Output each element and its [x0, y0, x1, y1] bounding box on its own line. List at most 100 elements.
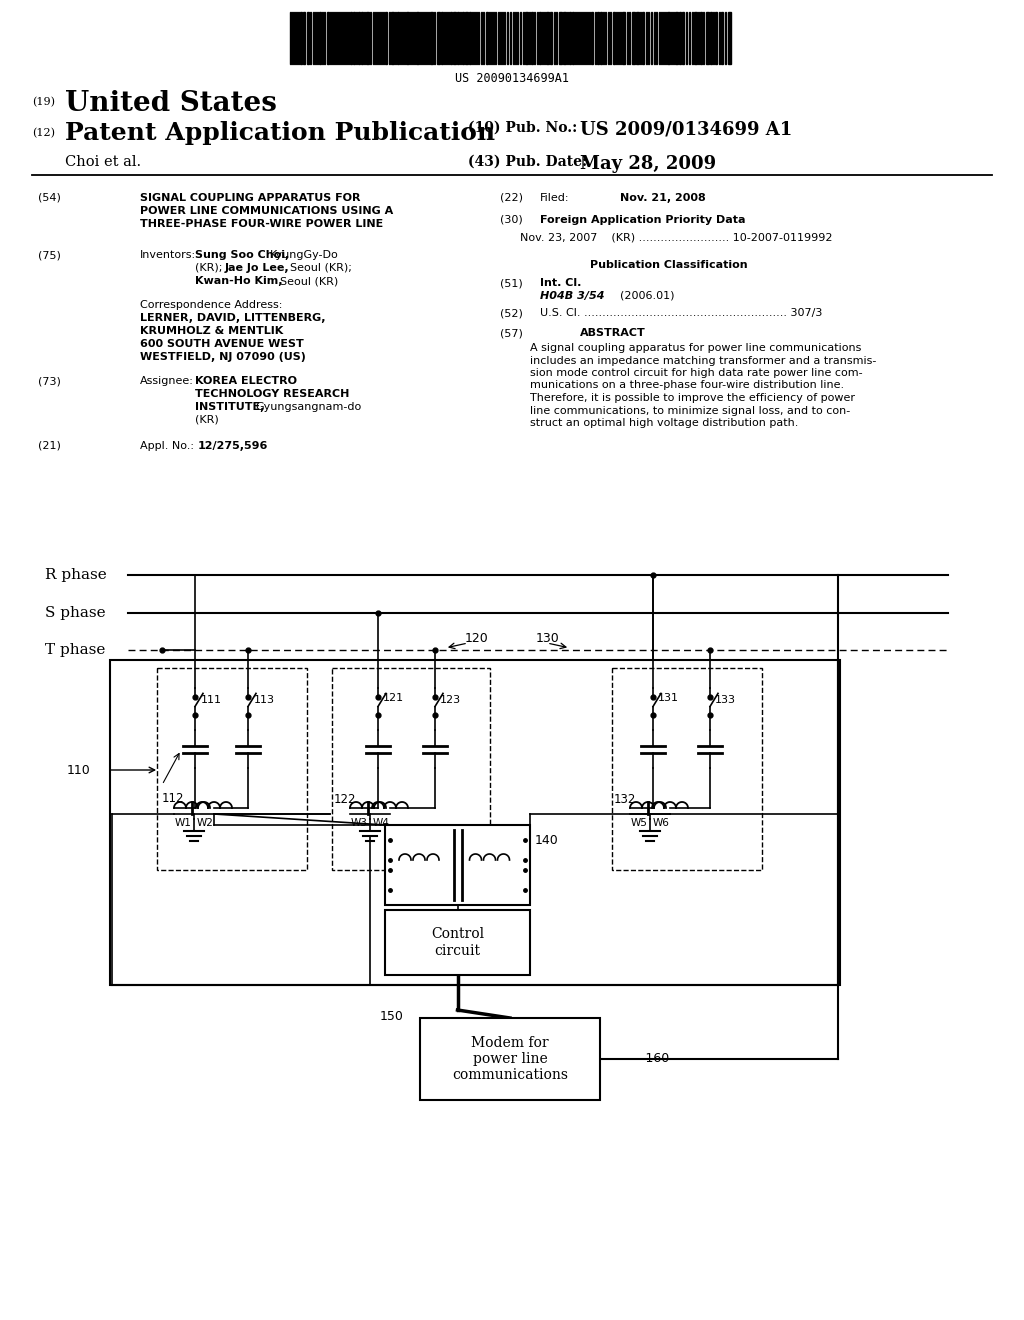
Text: (54): (54) [38, 193, 60, 203]
Text: Sung Soo Choi,: Sung Soo Choi, [195, 249, 289, 260]
Bar [420, 1018, 600, 1100]
Bar [385, 909, 530, 975]
Bar [600, 12, 602, 63]
Text: 130: 130 [536, 631, 560, 644]
Text: Control
circuit: Control circuit [431, 928, 484, 957]
Text: (73): (73) [38, 376, 60, 385]
Bar [157, 668, 307, 870]
Text: (21): (21) [38, 441, 60, 451]
Bar [721, 12, 723, 63]
Text: (10) Pub. No.:: (10) Pub. No.: [468, 121, 578, 135]
Bar [469, 12, 471, 63]
Text: Int. Cl.: Int. Cl. [540, 279, 582, 288]
Text: 121: 121 [383, 693, 404, 704]
Bar [453, 12, 456, 63]
Text: Seoul (KR): Seoul (KR) [280, 276, 338, 286]
Text: S phase: S phase [45, 606, 105, 620]
Bar [397, 12, 399, 63]
Text: (2006.01): (2006.01) [620, 290, 675, 301]
Bar [563, 12, 566, 63]
Text: 113: 113 [254, 696, 275, 705]
Text: line communications, to minimize signal loss, and to con-: line communications, to minimize signal … [530, 405, 850, 416]
Bar [636, 12, 639, 63]
Bar [441, 12, 443, 63]
Bar [667, 12, 670, 63]
Bar [353, 12, 355, 63]
Text: Appl. No.:: Appl. No.: [140, 441, 194, 451]
Bar [710, 12, 712, 63]
Text: Modem for
power line
communications: Modem for power line communications [452, 1036, 568, 1082]
Bar [391, 12, 394, 63]
Bar [700, 12, 702, 63]
Bar [437, 12, 440, 63]
Text: 120: 120 [465, 631, 488, 644]
Bar [597, 12, 599, 63]
Text: Gyungsangnam-do: Gyungsangnam-do [255, 403, 361, 412]
Text: 132: 132 [614, 793, 636, 807]
Text: Publication Classification: Publication Classification [590, 260, 748, 271]
Text: 140: 140 [535, 833, 559, 846]
Text: SIGNAL COUPLING APPARATUS FOR: SIGNAL COUPLING APPARATUS FOR [140, 193, 360, 203]
Text: 111: 111 [201, 696, 222, 705]
Text: Nov. 23, 2007    (KR) ......................... 10-2007-0119992: Nov. 23, 2007 (KR) .....................… [520, 234, 833, 243]
Bar [612, 668, 762, 870]
Text: 131: 131 [658, 693, 679, 704]
Text: Patent Application Publication: Patent Application Publication [65, 121, 496, 145]
Text: W4: W4 [373, 818, 389, 828]
Text: W3: W3 [350, 818, 368, 828]
Text: LERNER, DAVID, LITTENBERG,: LERNER, DAVID, LITTENBERG, [140, 313, 326, 323]
Text: includes an impedance matching transformer and a transmis-: includes an impedance matching transform… [530, 355, 877, 366]
Text: H04B 3/54: H04B 3/54 [540, 290, 604, 301]
Bar [350, 12, 352, 63]
Bar [559, 12, 562, 63]
Bar [332, 668, 490, 870]
Bar [694, 12, 697, 63]
Bar [457, 12, 459, 63]
Text: A signal coupling apparatus for power line communications: A signal coupling apparatus for power li… [530, 343, 861, 352]
Text: US 20090134699A1: US 20090134699A1 [455, 73, 569, 84]
Text: Filed:: Filed: [540, 193, 569, 203]
Bar [361, 12, 362, 63]
Bar [715, 12, 717, 63]
Bar [385, 12, 387, 63]
Text: —160: —160 [633, 1052, 670, 1065]
Bar [546, 12, 549, 63]
Text: (43) Pub. Date:: (43) Pub. Date: [468, 154, 587, 169]
Text: 600 SOUTH AVENUE WEST: 600 SOUTH AVENUE WEST [140, 339, 304, 348]
Bar [406, 12, 409, 63]
Bar [632, 12, 635, 63]
Text: KyungGy-Do: KyungGy-Do [270, 249, 339, 260]
Bar [110, 660, 840, 985]
Text: INSTITUTE,: INSTITUTE, [195, 403, 264, 412]
Text: W1: W1 [174, 818, 191, 828]
Bar [679, 12, 681, 63]
Bar [462, 12, 464, 63]
Text: (19): (19) [32, 96, 55, 107]
Text: May 28, 2009: May 28, 2009 [580, 154, 716, 173]
Bar [569, 12, 571, 63]
Bar [465, 12, 468, 63]
Text: TECHNOLOGY RESEARCH: TECHNOLOGY RESEARCH [195, 389, 349, 399]
Bar [416, 12, 419, 63]
Text: (30): (30) [500, 215, 522, 224]
Text: W5: W5 [631, 818, 647, 828]
Bar [706, 12, 709, 63]
Text: munications on a three-phase four-wire distribution line.: munications on a three-phase four-wire d… [530, 380, 844, 391]
Bar [327, 12, 329, 63]
Text: POWER LINE COMMUNICATIONS USING A: POWER LINE COMMUNICATIONS USING A [140, 206, 393, 216]
Text: Seoul (KR);: Seoul (KR); [290, 263, 352, 273]
Bar [358, 12, 360, 63]
Text: (57): (57) [500, 327, 523, 338]
Text: U.S. Cl. ........................................................ 307/3: U.S. Cl. ...............................… [540, 308, 822, 318]
Bar [366, 12, 369, 63]
Bar [642, 12, 644, 63]
Bar [539, 12, 541, 63]
Text: (12): (12) [32, 128, 55, 139]
Bar [319, 12, 321, 63]
Text: W2: W2 [197, 818, 213, 828]
Bar [622, 12, 625, 63]
Text: KOREA ELECTRO: KOREA ELECTRO [195, 376, 297, 385]
Bar [450, 12, 452, 63]
Bar [613, 12, 615, 63]
Text: 123: 123 [440, 696, 461, 705]
